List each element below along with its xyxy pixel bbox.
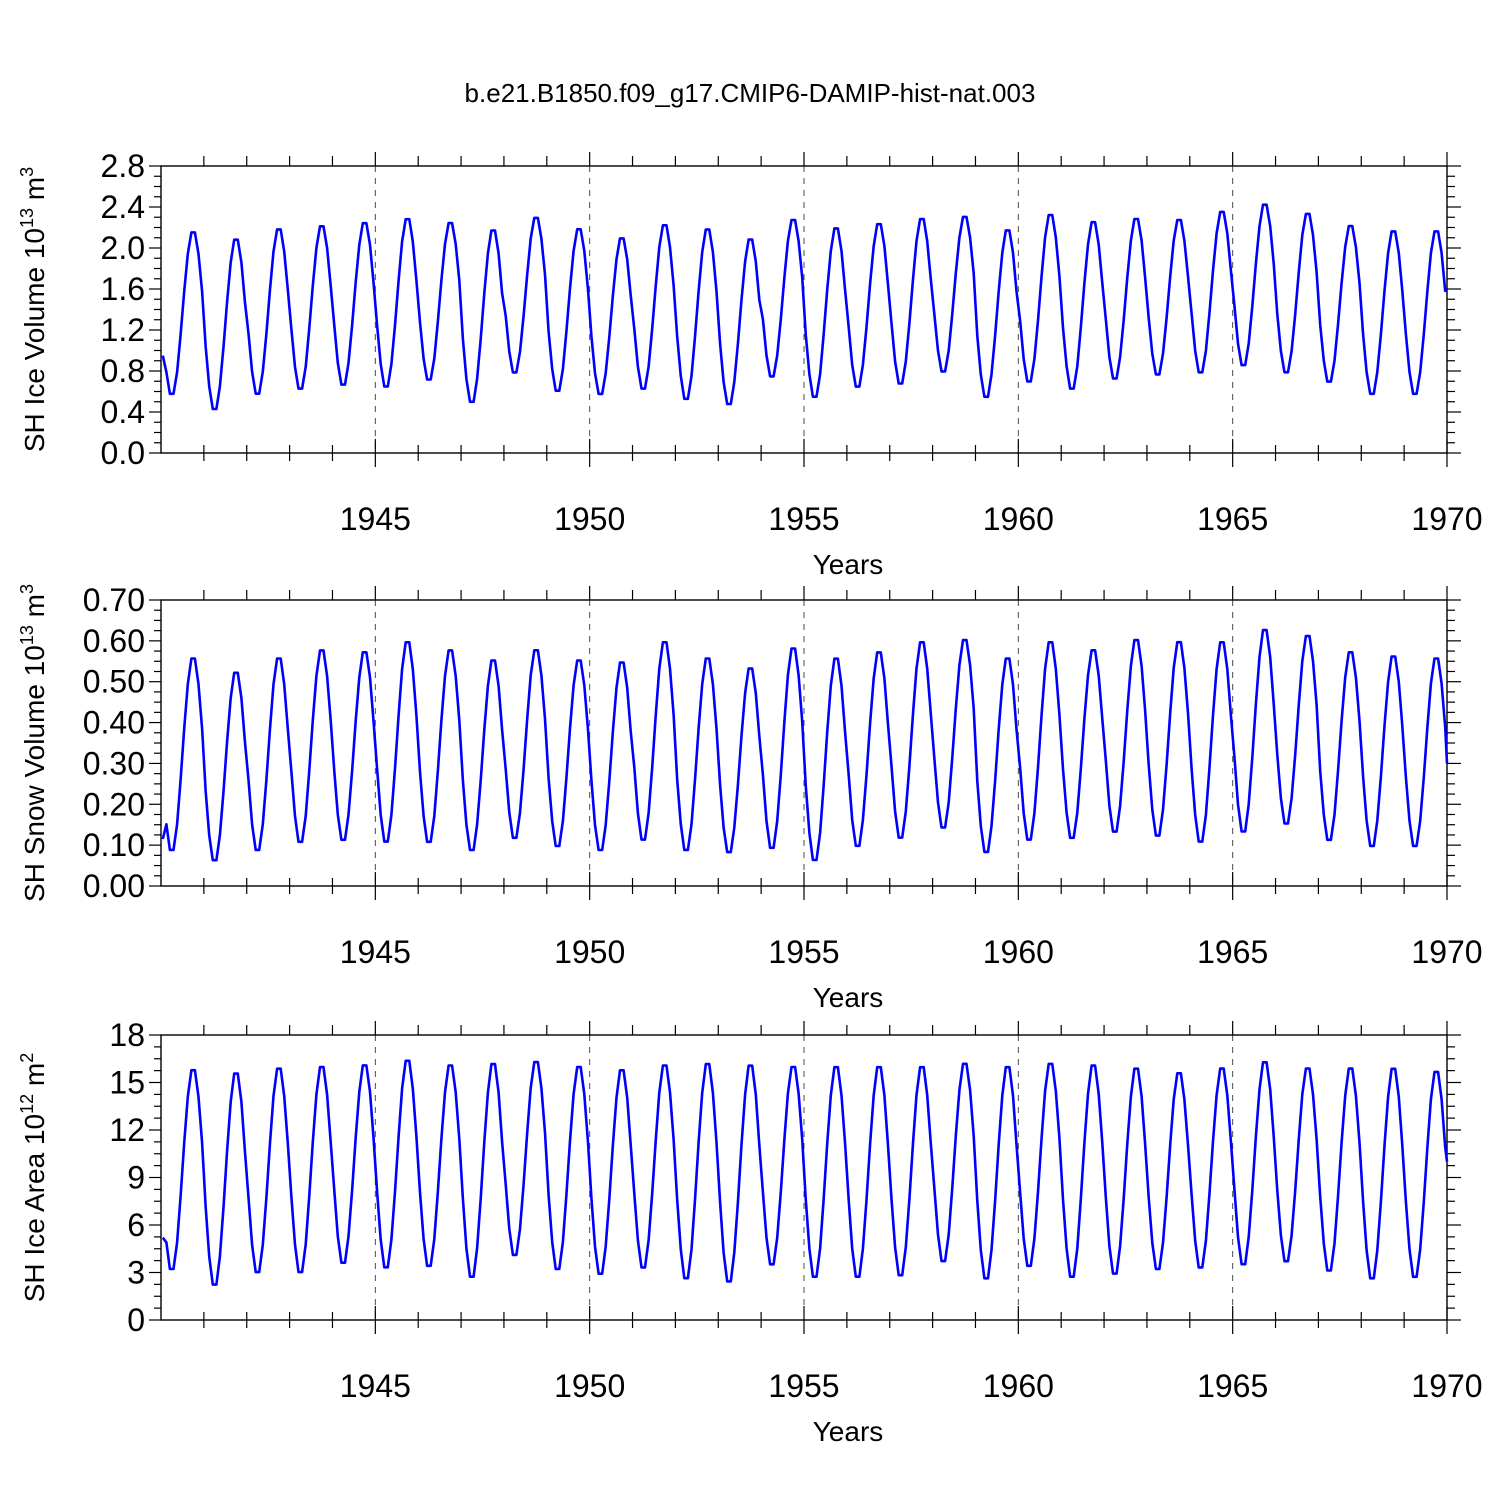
figure-title: b.e21.B1850.f09_g17.CMIP6-DAMIP-hist-nat… (465, 78, 1036, 108)
x-tick-label: 1960 (983, 501, 1054, 537)
x-axis-label: Years (813, 982, 884, 1013)
x-tick-label: 1945 (340, 1368, 411, 1404)
y-tick-label: 0.20 (83, 786, 145, 822)
x-tick-label: 1965 (1197, 934, 1268, 970)
x-tick-label: 1955 (768, 1368, 839, 1404)
y-tick-label: 0.10 (83, 827, 145, 863)
x-tick-label: 1970 (1411, 501, 1482, 537)
x-tick-label: 1970 (1411, 934, 1482, 970)
y-tick-label: 0.00 (83, 868, 145, 904)
y-tick-label: 0.4 (101, 394, 145, 430)
x-tick-label: 1950 (554, 1368, 625, 1404)
x-axis-label: Years (813, 1416, 884, 1447)
x-tick-label: 1945 (340, 934, 411, 970)
chart-panel-3: 0 3 6 9 12 15 18 1945 1950 1955 1960 1965 1970 Years S… (17, 1017, 1483, 1447)
y-axis-label: SH Snow Volume 1013 m3 (17, 584, 50, 902)
y-tick-label: 0.50 (83, 664, 145, 700)
y-tick-label: 0.8 (101, 353, 145, 389)
x-tick-label: 1955 (768, 934, 839, 970)
y-tick-label: 15 (109, 1065, 145, 1101)
x-tick-label: 1950 (554, 934, 625, 970)
y-axis-label: SH Ice Volume 1013 m3 (17, 167, 50, 452)
x-tick-label: 1960 (983, 1368, 1054, 1404)
chart-panel-2: 0.00 0.10 0.20 0.30 0.40 0.50 0.60 0.70 1945 1950… (17, 582, 1483, 1013)
chart-panel-1: 0.0 0.4 0.8 1.2 1.6 2.0 2.4 2.8 1945 1950 1955 1960… (17, 148, 1483, 580)
y-tick-label: 18 (109, 1017, 145, 1053)
data-series-line (161, 203, 1448, 411)
y-tick-label: 6 (127, 1207, 145, 1243)
data-series-line (161, 628, 1449, 862)
y-tick-label: 0.70 (83, 582, 145, 618)
y-axis-label: SH Ice Area 1012 m2 (17, 1053, 50, 1303)
x-tick-label: 1945 (340, 501, 411, 537)
y-tick-label: 0.30 (83, 745, 145, 781)
x-axis-label: Years (813, 549, 884, 580)
y-tick-label: 1.6 (101, 271, 145, 307)
x-tick-label: 1965 (1197, 501, 1268, 537)
data-series-line (161, 1059, 1449, 1286)
y-tick-label: 0.0 (101, 435, 145, 471)
y-tick-label: 2.8 (101, 148, 145, 184)
y-tick-label: 3 (127, 1255, 145, 1291)
y-tick-label: 2.0 (101, 230, 145, 266)
y-tick-label: 1.2 (101, 312, 145, 348)
y-tick-label: 0.40 (83, 705, 145, 741)
x-tick-label: 1960 (983, 934, 1054, 970)
x-tick-label: 1965 (1197, 1368, 1268, 1404)
y-tick-label: 12 (109, 1112, 145, 1148)
chart-panels: 0.0 0.4 0.8 1.2 1.6 2.0 2.4 2.8 1945 1950 1955 1960… (17, 148, 1483, 1447)
y-tick-label: 0 (127, 1302, 145, 1338)
x-tick-label: 1970 (1411, 1368, 1482, 1404)
y-tick-label: 9 (127, 1160, 145, 1196)
x-tick-label: 1955 (768, 501, 839, 537)
x-tick-label: 1950 (554, 501, 625, 537)
y-tick-label: 2.4 (101, 189, 145, 225)
y-tick-label: 0.60 (83, 623, 145, 659)
